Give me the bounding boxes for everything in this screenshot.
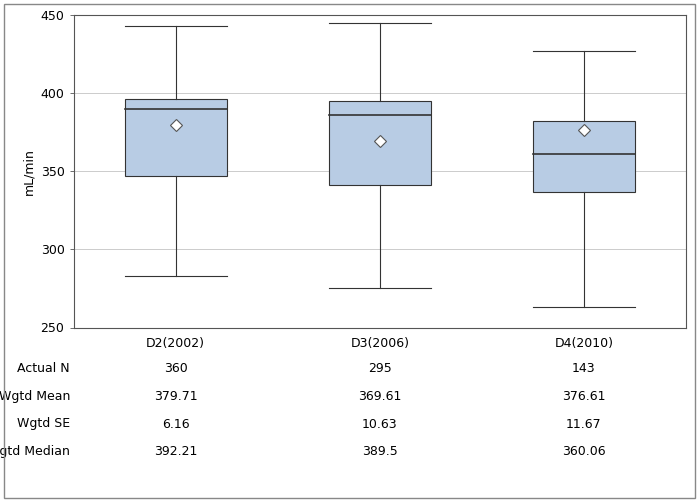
Text: 376.61: 376.61 <box>562 390 606 403</box>
Text: 369.61: 369.61 <box>358 390 401 403</box>
Text: 295: 295 <box>368 362 391 376</box>
Text: D3(2006): D3(2006) <box>350 338 410 350</box>
Text: 11.67: 11.67 <box>566 418 602 430</box>
Text: Wgtd Mean: Wgtd Mean <box>0 390 70 403</box>
Text: 6.16: 6.16 <box>162 418 190 430</box>
Text: Wgtd Median: Wgtd Median <box>0 445 70 458</box>
Text: D4(2010): D4(2010) <box>554 338 613 350</box>
Text: 389.5: 389.5 <box>362 445 398 458</box>
Y-axis label: mL/min: mL/min <box>22 148 35 194</box>
Text: 392.21: 392.21 <box>154 445 197 458</box>
Text: 379.71: 379.71 <box>154 390 197 403</box>
Text: 10.63: 10.63 <box>362 418 398 430</box>
Text: Actual N: Actual N <box>18 362 70 376</box>
Text: 360: 360 <box>164 362 188 376</box>
Bar <box>329 101 430 186</box>
Text: 143: 143 <box>572 362 596 376</box>
Text: D2(2002): D2(2002) <box>146 338 205 350</box>
Bar <box>125 100 227 176</box>
Bar <box>533 121 635 192</box>
Text: 360.06: 360.06 <box>562 445 606 458</box>
Text: Wgtd SE: Wgtd SE <box>17 418 70 430</box>
